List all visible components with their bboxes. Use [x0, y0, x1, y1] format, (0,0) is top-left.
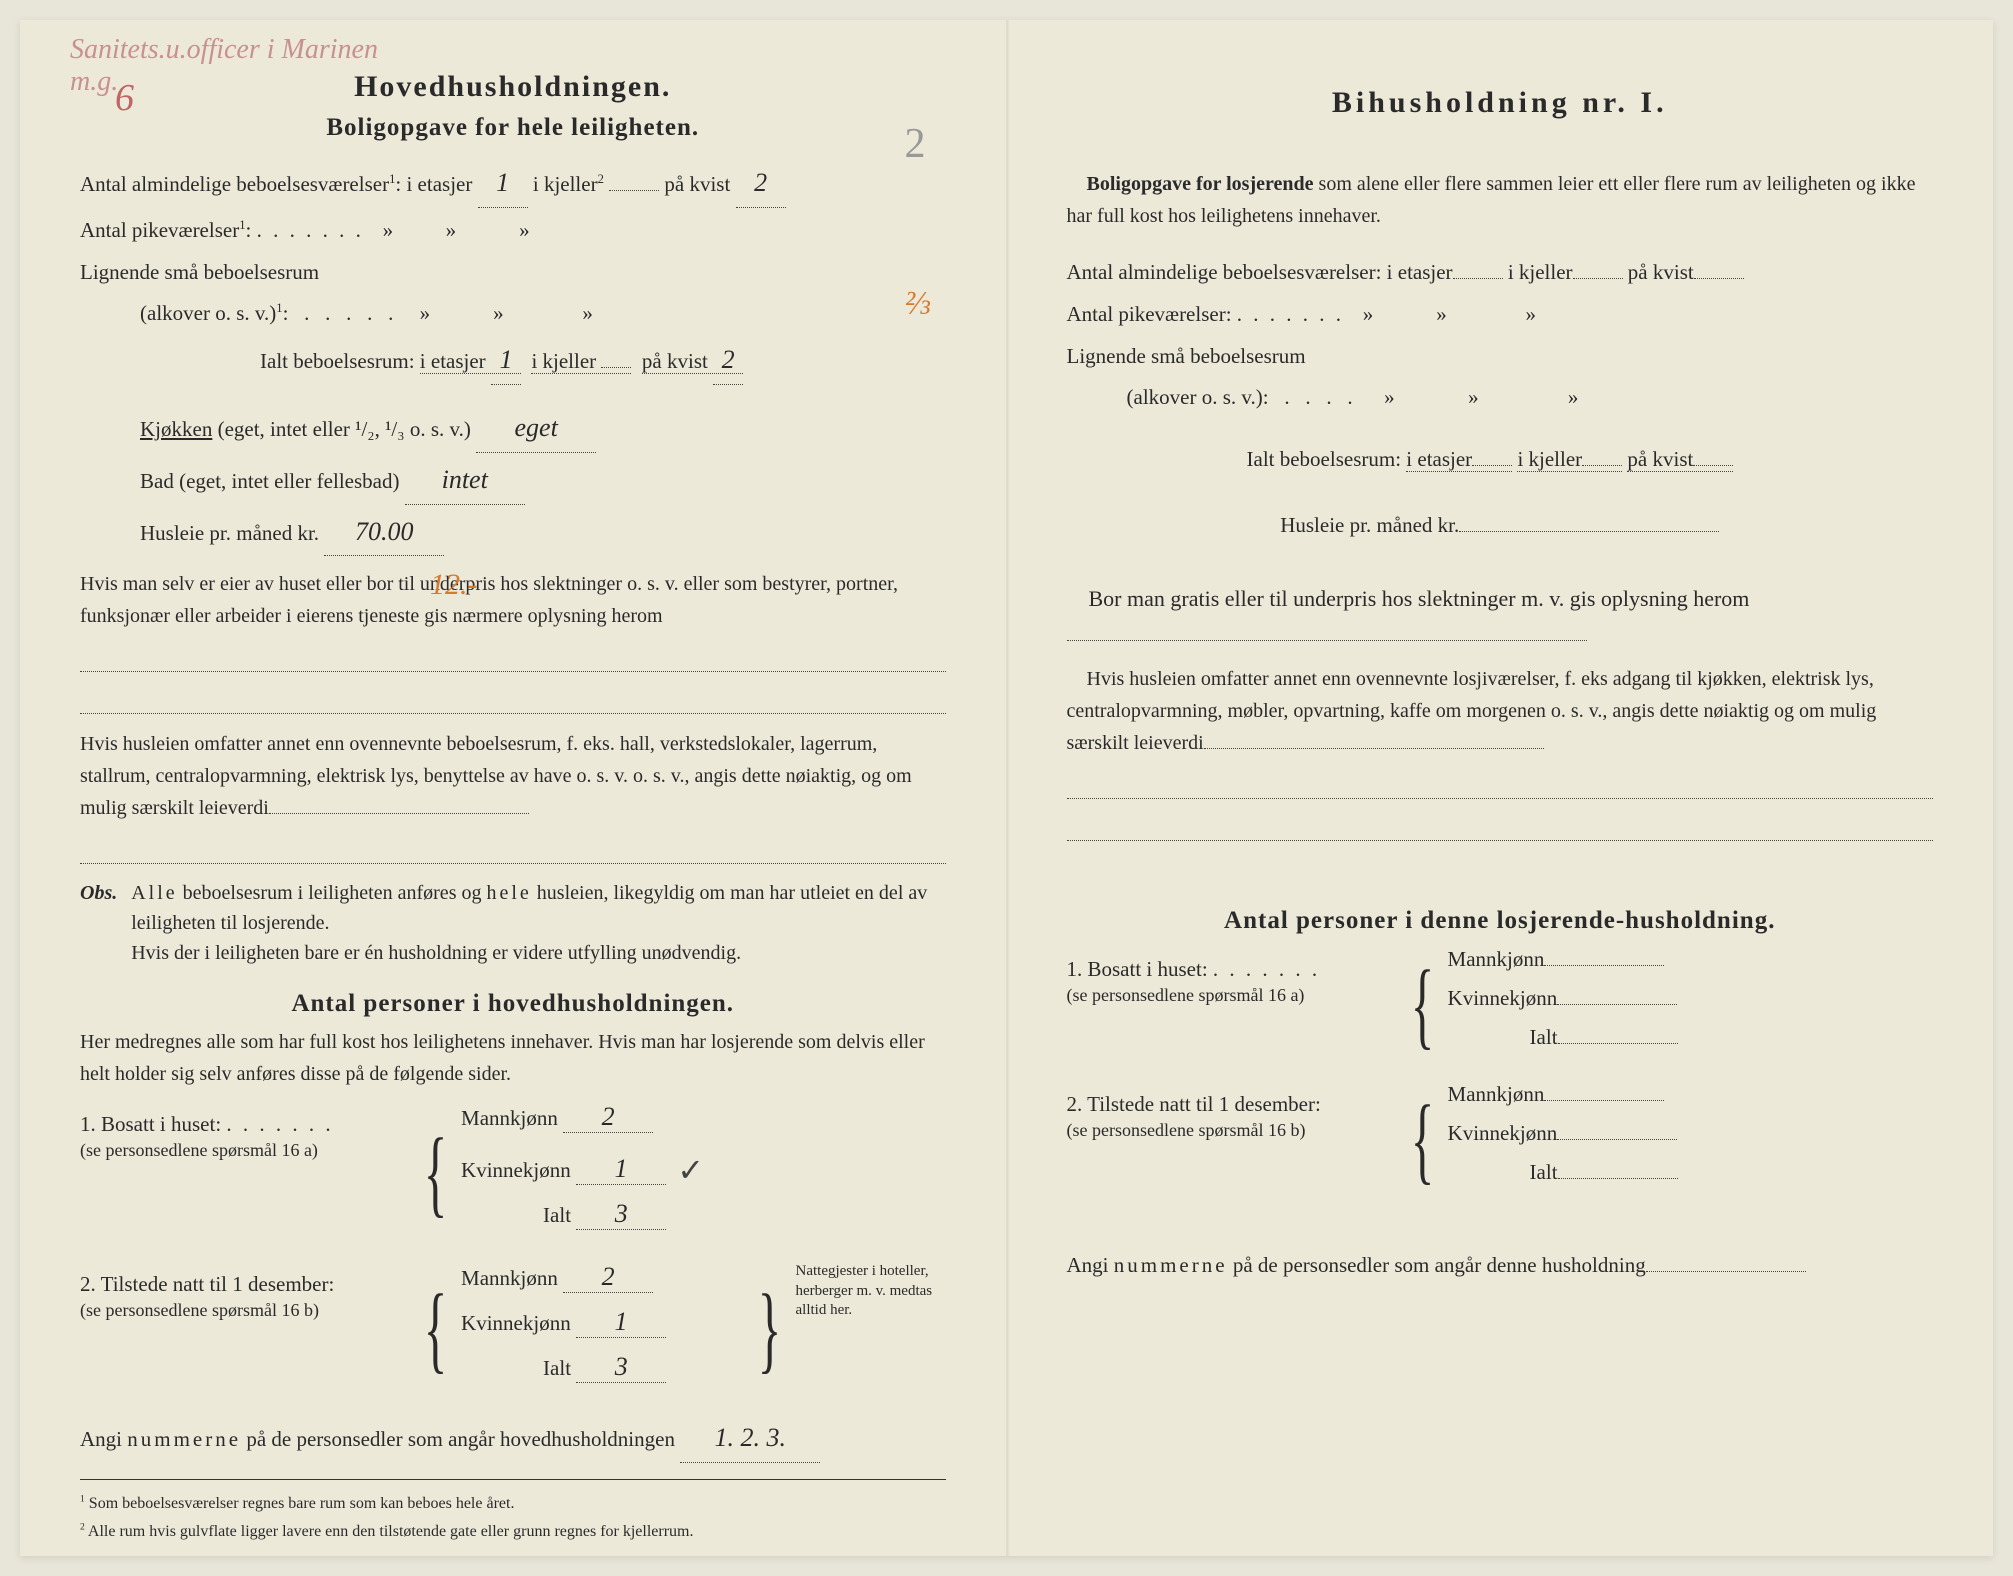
ialt-line: Ialt beboelsesrum: i etasjer 1 i kjeller…	[80, 337, 946, 385]
brace-icon-3: }	[758, 1288, 782, 1371]
field-kjokken: eget	[476, 405, 596, 453]
brace-icon: {	[424, 1132, 448, 1215]
kjokken-line: Kjøkken (eget, intet eller ¹/₂, ¹/₃ o. s…	[80, 405, 946, 453]
field-etasjer: 1	[478, 160, 528, 208]
orange-annotation-12: 12.-	[430, 568, 478, 602]
blank-line-3	[80, 836, 946, 864]
persons-intro: Her medregnes alle som har full kost hos…	[80, 1026, 946, 1090]
r-pike-line: Antal pikeværelser: » » »	[1067, 296, 1934, 334]
pike-line: Antal pikeværelser1: » » »	[80, 212, 946, 250]
left-subtitle: Boligopgave for hele leiligheten.	[80, 114, 946, 142]
field-kvist: 2	[736, 160, 786, 208]
natt-note: Nattegjester i hoteller, herberger m. v.…	[796, 1262, 946, 1397]
red-annotation-6: 6	[115, 76, 134, 120]
angi-line: Angi nummerne på de personsedler som ang…	[80, 1415, 946, 1463]
lignende-line: Lignende små beboelsesrum	[80, 254, 946, 292]
field-bosatt-kvinne: 1	[576, 1154, 666, 1185]
blank-line-1	[80, 644, 946, 672]
right-page: Bihusholdning nr. I. Boligopgave for los…	[1007, 20, 1994, 1556]
document-spread: Sanitets.u.officer i Marinen m.g. 6 2 ⅔ …	[20, 20, 1993, 1556]
r-alkover-line: (alkover o. s. v.): . . . . » » »	[1067, 379, 1934, 417]
r-blank-2	[1067, 813, 1934, 841]
brace-icon-r1: {	[1410, 964, 1434, 1047]
right-intro: Boligopgave for losjerende som alene ell…	[1067, 168, 1934, 232]
r-blank-1	[1067, 771, 1934, 799]
r-angi-line: Angi nummerne på de personsedler som ang…	[1067, 1247, 1934, 1285]
room-line-1: Antal almindelige beboelsesværelser1: i …	[80, 160, 946, 208]
r-para2: Hvis husleien omfatter annet enn ovennev…	[1067, 663, 1934, 759]
para-eier: Hvis man selv er eier av huset eller bor…	[80, 568, 946, 632]
orange-annotation-fraction: ⅔	[905, 285, 931, 323]
bad-line: Bad (eget, intet eller fellesbad) intet	[80, 457, 946, 505]
field-tilstede-mann: 2	[563, 1262, 653, 1293]
checkmark-icon: ✓	[677, 1152, 704, 1188]
r-persons-title: Antal personer i denne losjerende-hushol…	[1067, 907, 1934, 935]
bosatt-block: 1. Bosatt i huset: (se personsedlene spø…	[80, 1102, 946, 1244]
r-room-line: Antal almindelige beboelsesværelser: i e…	[1067, 254, 1934, 292]
persons-title: Antal personer i hovedhusholdningen.	[80, 990, 946, 1018]
field-angi: 1. 2. 3.	[680, 1415, 820, 1463]
r-bor-text: Bor man gratis eller til underpris hos s…	[1067, 581, 1934, 651]
husleie-line: Husleie pr. måned kr. 70.00	[80, 509, 946, 557]
footnotes: 1 Som beboelsesværelser regnes bare rum …	[80, 1479, 946, 1544]
r-ialt-line: Ialt beboelsesrum: i etasjer i kjeller p…	[1067, 441, 1934, 479]
field-kjeller	[609, 190, 659, 191]
field-bad: intet	[405, 457, 525, 505]
r-husleie-line: Husleie pr. måned kr.	[1067, 507, 1934, 545]
field-tilstede-kvinne: 1	[576, 1307, 666, 1338]
brace-icon-r2: {	[1410, 1099, 1434, 1182]
tilstede-block: 2. Tilstede natt til 1 desember: (se per…	[80, 1262, 946, 1397]
field-bosatt-ialt: 3	[576, 1199, 666, 1230]
field-tilstede-ialt: 3	[576, 1352, 666, 1383]
brace-icon-2: {	[424, 1288, 448, 1371]
obs-label: Obs.	[80, 878, 117, 968]
para-husleie: Hvis husleien omfatter annet enn ovennev…	[80, 728, 946, 824]
r-lignende-line: Lignende små beboelsesrum	[1067, 338, 1934, 376]
r-tilstede-block: 2. Tilstede natt til 1 desember: (se per…	[1067, 1082, 1934, 1199]
field-husleie: 70.00	[324, 509, 444, 557]
blank-line-2	[80, 686, 946, 714]
left-page: Sanitets.u.officer i Marinen m.g. 6 2 ⅔ …	[20, 20, 1007, 1556]
right-title: Bihusholdning nr. I.	[1067, 86, 1934, 120]
alkover-line: (alkover o. s. v.)1: . . . . . » » »	[80, 295, 946, 333]
obs-block: Obs. Alle beboelsesrum i leiligheten anf…	[80, 878, 946, 968]
r-bosatt-block: 1. Bosatt i huset: (se personsedlene spø…	[1067, 947, 1934, 1064]
field-bosatt-mann: 2	[563, 1102, 653, 1133]
grey-annotation-2: 2	[905, 120, 926, 168]
